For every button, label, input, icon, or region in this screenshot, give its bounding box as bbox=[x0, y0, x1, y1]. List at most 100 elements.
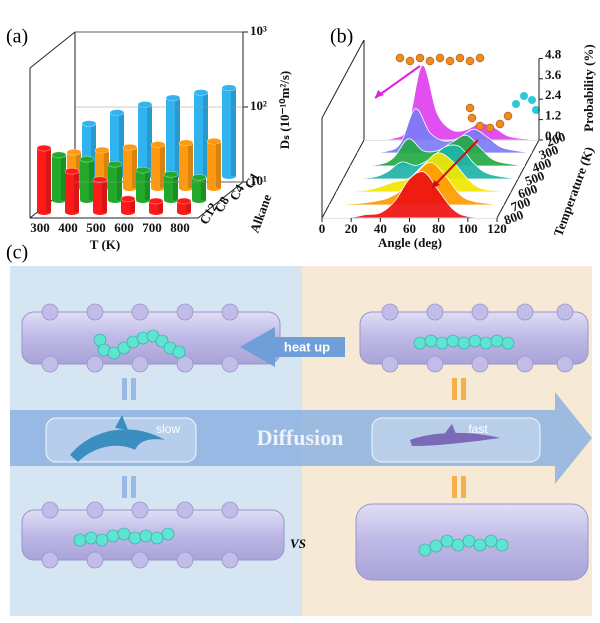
bar-shade bbox=[188, 142, 193, 188]
bar-top bbox=[107, 160, 123, 168]
z-tick-label: 600 bbox=[516, 181, 539, 202]
y-axis-label: Dₛ (10⁻¹⁰m²/s) bbox=[277, 71, 292, 150]
dolphins bbox=[70, 415, 500, 462]
bar bbox=[166, 97, 180, 176]
bar bbox=[52, 154, 66, 200]
bar bbox=[164, 174, 178, 200]
x-tick-label: 300 bbox=[30, 220, 50, 235]
y-tick-label: 10¹ bbox=[250, 173, 267, 188]
bar-shade bbox=[216, 141, 221, 188]
x-tick-label: 700 bbox=[142, 220, 162, 235]
x-tick-label: 100 bbox=[458, 221, 478, 236]
x-axis-label: T (K) bbox=[90, 237, 120, 252]
bar-top bbox=[36, 144, 52, 152]
y-tick-label: 3.6 bbox=[545, 67, 562, 82]
panel-label: (a) bbox=[6, 26, 28, 48]
bar bbox=[179, 142, 193, 188]
x-tick-label: 80 bbox=[432, 221, 445, 236]
y-tick-label: 10³ bbox=[250, 23, 267, 38]
fast-label: fast bbox=[468, 422, 488, 436]
bar-shade bbox=[74, 171, 79, 212]
bar bbox=[80, 159, 94, 200]
heat-label: heat up bbox=[284, 339, 330, 354]
x-tick-label: 0 bbox=[319, 221, 326, 236]
ridge bbox=[321, 171, 498, 219]
bar-shade bbox=[231, 87, 236, 176]
bar-top bbox=[176, 197, 192, 205]
tube-bumps bbox=[41, 303, 574, 569]
bar-shade bbox=[201, 177, 206, 200]
bar bbox=[194, 92, 208, 176]
z-tick-label: 800 bbox=[502, 207, 525, 228]
z-tick-label: 200 bbox=[544, 129, 567, 150]
bar-shade bbox=[175, 97, 180, 176]
bars bbox=[36, 84, 237, 215]
x-tick-label: 800 bbox=[170, 220, 190, 235]
bar-shade bbox=[158, 201, 163, 212]
ridge bbox=[356, 108, 533, 154]
legend-label: C8 bbox=[211, 193, 232, 215]
bar bbox=[138, 104, 152, 176]
panel-label: (b) bbox=[330, 26, 353, 48]
bar-top bbox=[64, 167, 80, 175]
x-axis-label: Angle (deg) bbox=[378, 235, 442, 250]
bar-shade bbox=[130, 198, 135, 212]
bar-shade bbox=[186, 201, 191, 212]
bar-top bbox=[94, 146, 110, 154]
bar bbox=[151, 144, 165, 188]
heat-arrow bbox=[240, 327, 345, 367]
bar-top bbox=[148, 197, 164, 205]
bar-top bbox=[92, 176, 108, 183]
bar-shade bbox=[145, 170, 150, 200]
ridge bbox=[349, 134, 526, 167]
bar-shade bbox=[147, 104, 152, 176]
bar bbox=[192, 177, 206, 200]
x-tick-label: 60 bbox=[403, 221, 416, 236]
bar-shade bbox=[46, 148, 51, 212]
z-tick-label: 400 bbox=[530, 155, 553, 176]
ridges bbox=[321, 64, 540, 219]
bar bbox=[149, 201, 163, 212]
bar-top bbox=[135, 166, 151, 174]
y-tick-label: 0.0 bbox=[545, 128, 561, 143]
bar-shade bbox=[89, 159, 94, 200]
bar bbox=[37, 148, 51, 212]
bar-shade bbox=[104, 150, 109, 188]
x-tick-label: 20 bbox=[345, 221, 358, 236]
bar-shade bbox=[160, 144, 165, 188]
molecules bbox=[73, 329, 515, 557]
bar-top bbox=[66, 148, 82, 156]
bar-top bbox=[165, 94, 181, 102]
bar-top bbox=[163, 171, 179, 178]
y-axis-label: Probability (%) bbox=[581, 44, 596, 132]
bar bbox=[93, 179, 107, 212]
bar-shade bbox=[132, 147, 137, 188]
z-tick-label: 300 bbox=[537, 142, 560, 163]
slow-label: slow bbox=[156, 422, 180, 436]
z-tick-label: 700 bbox=[509, 194, 532, 215]
x-tick-label: 120 bbox=[487, 221, 507, 236]
bar-shade bbox=[91, 123, 96, 176]
bar-shade bbox=[102, 179, 107, 212]
bar bbox=[65, 171, 79, 212]
bar-shade bbox=[173, 174, 178, 200]
bar bbox=[136, 170, 150, 200]
bar-top bbox=[150, 141, 166, 148]
compare-label: VS bbox=[290, 536, 306, 551]
bar-top bbox=[178, 139, 194, 147]
x-tick-label: 500 bbox=[86, 220, 106, 235]
bar bbox=[177, 201, 191, 212]
legend-label: C1 bbox=[241, 170, 262, 191]
bar-top bbox=[221, 84, 237, 92]
bar-top bbox=[137, 101, 153, 108]
center-label: Diffusion bbox=[257, 425, 344, 450]
bar-shade bbox=[119, 112, 124, 176]
x-tick-label: 600 bbox=[114, 220, 134, 235]
bar-top bbox=[120, 195, 136, 203]
bar-top bbox=[193, 89, 209, 96]
z-axis-label: Temperature (K) bbox=[550, 145, 596, 239]
y-tick-label: 10² bbox=[250, 98, 267, 113]
diffusion-arrow bbox=[10, 392, 592, 484]
bar-shade bbox=[203, 92, 208, 176]
